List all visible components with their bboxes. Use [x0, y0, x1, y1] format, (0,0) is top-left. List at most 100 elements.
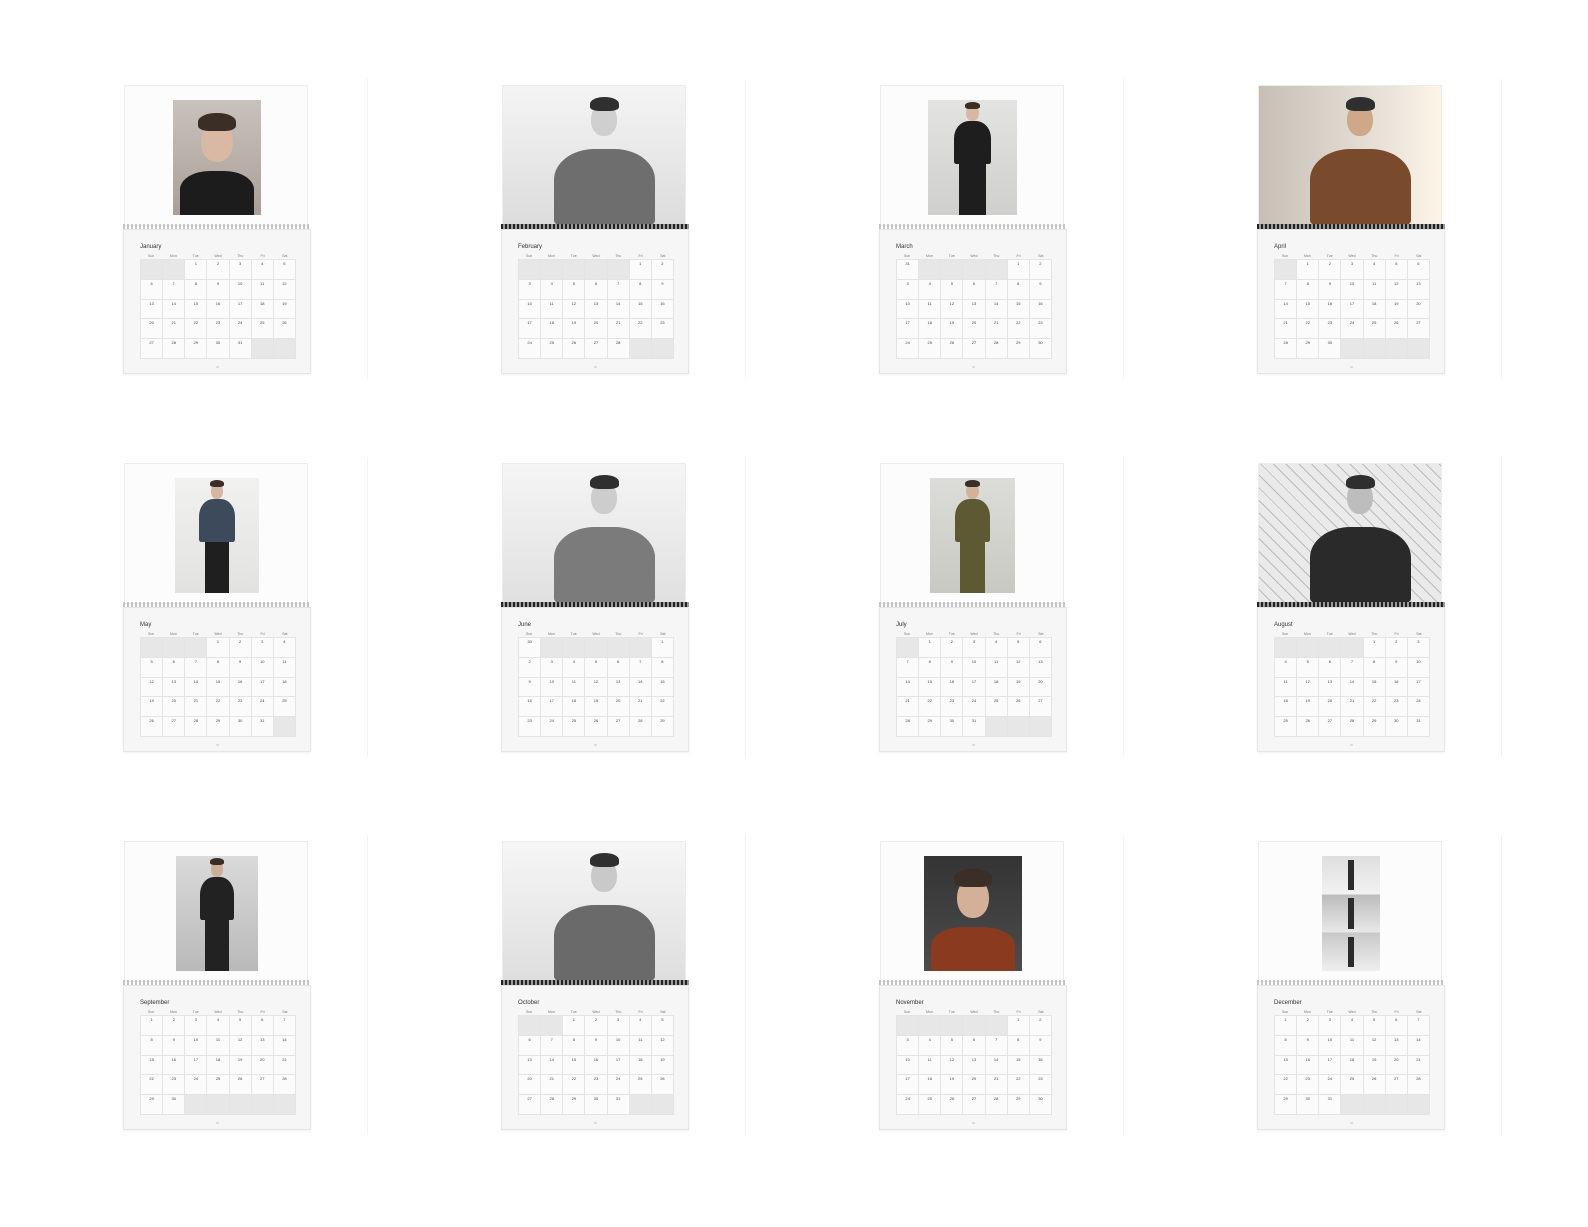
day-cell[interactable]: 14 [1275, 299, 1298, 320]
day-cell[interactable]: 31 [897, 260, 920, 280]
day-cell[interactable]: 27 [1407, 319, 1430, 340]
day-cell[interactable]: 17 [897, 319, 920, 340]
day-cell[interactable]: 7 [163, 279, 186, 300]
day-cell[interactable]: 22 [1007, 1075, 1030, 1096]
day-cell[interactable]: 3 [897, 1035, 920, 1056]
day-cell[interactable]: 16 [1385, 677, 1408, 698]
day-cell[interactable]: 20 [1385, 1055, 1408, 1076]
day-cell[interactable]: 10 [185, 1035, 208, 1056]
day-cell[interactable]: 10 [1341, 279, 1364, 300]
day-cell[interactable]: 5 [1007, 638, 1030, 658]
day-cell[interactable]: 2 [207, 260, 230, 280]
day-cell[interactable]: 18 [919, 1075, 942, 1096]
day-cell[interactable]: 15 [1007, 1055, 1030, 1076]
day-cell[interactable]: 26 [941, 339, 964, 359]
day-cell[interactable]: 11 [541, 299, 564, 320]
day-cell[interactable]: 11 [273, 657, 296, 678]
day-cell[interactable]: 24 [897, 339, 920, 359]
day-cell[interactable]: 24 [897, 1095, 920, 1115]
day-cell[interactable]: 29 [1007, 339, 1030, 359]
day-cell[interactable]: 21 [185, 697, 208, 718]
day-cell[interactable]: 26 [651, 1075, 674, 1096]
day-cell[interactable]: 6 [607, 657, 630, 678]
day-cell[interactable]: 25 [629, 1075, 652, 1096]
day-cell[interactable]: 17 [607, 1055, 630, 1076]
day-cell[interactable]: 14 [1341, 677, 1364, 698]
day-cell[interactable]: 3 [541, 657, 564, 678]
day-cell[interactable]: 1 [207, 638, 230, 658]
day-cell[interactable]: 22 [629, 319, 652, 340]
day-cell[interactable]: 4 [919, 279, 942, 300]
day-cell[interactable]: 18 [207, 1055, 230, 1076]
day-cell[interactable]: 15 [563, 1055, 586, 1076]
day-cell[interactable]: 14 [1407, 1035, 1430, 1056]
day-cell[interactable]: 24 [185, 1075, 208, 1096]
day-cell[interactable]: 25 [251, 319, 274, 340]
day-cell[interactable]: 8 [919, 657, 942, 678]
day-cell[interactable]: 23 [585, 1075, 608, 1096]
day-cell[interactable]: 27 [519, 1095, 542, 1115]
day-cell[interactable]: 29 [1297, 339, 1320, 359]
day-cell[interactable]: 27 [251, 1075, 274, 1096]
day-cell[interactable]: 18 [985, 677, 1008, 698]
day-cell[interactable]: 21 [1275, 319, 1298, 340]
day-cell[interactable]: 7 [185, 657, 208, 678]
day-cell[interactable]: 3 [607, 1016, 630, 1036]
day-cell[interactable]: 7 [541, 1035, 564, 1056]
day-cell[interactable]: 19 [563, 319, 586, 340]
day-cell[interactable]: 5 [1297, 657, 1320, 678]
day-cell[interactable]: 13 [163, 677, 186, 698]
day-cell[interactable]: 9 [1029, 279, 1052, 300]
day-cell[interactable]: 2 [229, 638, 252, 658]
day-cell[interactable]: 21 [607, 319, 630, 340]
day-cell[interactable]: 31 [607, 1095, 630, 1115]
day-cell[interactable]: 19 [941, 1075, 964, 1096]
day-cell[interactable]: 4 [207, 1016, 230, 1036]
day-cell[interactable]: 6 [1407, 260, 1430, 280]
day-cell[interactable]: 26 [1007, 697, 1030, 718]
day-cell[interactable]: 19 [273, 299, 296, 320]
day-cell[interactable]: 28 [163, 339, 186, 359]
day-cell[interactable]: 2 [585, 1016, 608, 1036]
day-cell[interactable]: 1 [919, 638, 942, 658]
calendar-month-december[interactable]: December Sun Mon Tue Wed Thu Fri Sat 1 2 3 4 5 6 7 8 9 10… [1257, 841, 1445, 1130]
day-cell[interactable]: 20 [141, 319, 164, 340]
day-cell[interactable]: 11 [1363, 279, 1386, 300]
day-cell[interactable]: 19 [1297, 697, 1320, 718]
day-cell[interactable]: 26 [1363, 1075, 1386, 1096]
day-cell[interactable]: 2 [651, 260, 674, 280]
day-cell[interactable]: 15 [207, 677, 230, 698]
day-cell[interactable]: 3 [229, 260, 252, 280]
day-cell[interactable]: 10 [1319, 1035, 1342, 1056]
day-cell[interactable]: 15 [185, 299, 208, 320]
calendar-month-may[interactable]: May Sun Mon Tue Wed Thu Fri Sat 1 2 3 4 5 6 7 8 9 10 11 12 1… [123, 463, 311, 752]
day-cell[interactable]: 26 [1385, 319, 1408, 340]
day-cell[interactable]: 13 [1385, 1035, 1408, 1056]
day-cell[interactable]: 16 [163, 1055, 186, 1076]
day-cell[interactable]: 26 [273, 319, 296, 340]
calendar-month-february[interactable]: February Sun Mon Tue Wed Thu Fri Sat 1 2 3 4 5 6 7 8 9 10… [501, 85, 689, 374]
day-cell[interactable]: 25 [919, 339, 942, 359]
day-cell[interactable]: 9 [229, 657, 252, 678]
day-cell[interactable]: 4 [273, 638, 296, 658]
day-cell[interactable]: 24 [229, 319, 252, 340]
day-cell[interactable]: 14 [985, 1055, 1008, 1076]
day-cell[interactable]: 19 [141, 697, 164, 718]
day-cell[interactable]: 17 [185, 1055, 208, 1076]
day-cell[interactable]: 27 [963, 339, 986, 359]
day-cell[interactable]: 13 [607, 677, 630, 698]
day-cell[interactable]: 11 [919, 299, 942, 320]
day-cell[interactable]: 4 [985, 638, 1008, 658]
day-cell[interactable]: 7 [1275, 279, 1298, 300]
day-cell[interactable]: 22 [207, 697, 230, 718]
day-cell[interactable]: 20 [519, 1075, 542, 1096]
day-cell[interactable]: 26 [1297, 717, 1320, 737]
day-cell[interactable]: 19 [941, 319, 964, 340]
day-cell[interactable]: 30 [941, 717, 964, 737]
day-cell[interactable]: 11 [251, 279, 274, 300]
day-cell[interactable]: 16 [941, 677, 964, 698]
day-cell[interactable]: 16 [1319, 299, 1342, 320]
day-cell[interactable]: 8 [185, 279, 208, 300]
day-cell[interactable]: 14 [897, 677, 920, 698]
day-cell[interactable]: 28 [629, 717, 652, 737]
